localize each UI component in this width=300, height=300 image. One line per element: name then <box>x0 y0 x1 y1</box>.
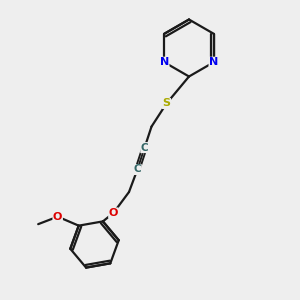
Text: N: N <box>209 57 218 67</box>
Text: O: O <box>109 208 118 218</box>
Text: N: N <box>160 57 169 67</box>
Text: C: C <box>134 164 141 175</box>
Text: C: C <box>141 142 148 153</box>
Text: O: O <box>53 212 62 222</box>
Text: S: S <box>163 98 170 109</box>
